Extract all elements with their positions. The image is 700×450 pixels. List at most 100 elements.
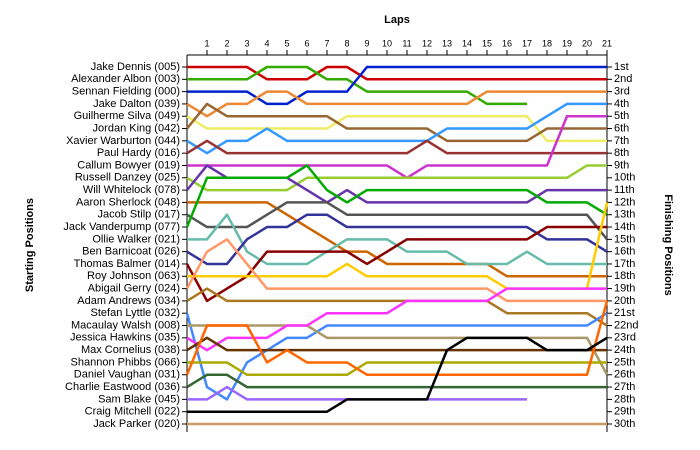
driver-label: Jacob Stilp (017) bbox=[97, 209, 180, 221]
position-line bbox=[185, 238, 607, 303]
x-tick-label: 18 bbox=[542, 38, 552, 48]
x-tick-label: 15 bbox=[482, 38, 492, 48]
driver-label: Aaron Sherlock (048) bbox=[76, 196, 180, 208]
driver-label: Thomas Balmer (014) bbox=[74, 258, 180, 270]
finishing-label: 2nd bbox=[614, 73, 632, 85]
finishing-label: 3rd bbox=[614, 86, 630, 98]
x-tick-label: 11 bbox=[402, 38, 411, 48]
x-tick-label: 12 bbox=[422, 38, 432, 48]
position-line bbox=[186, 139, 607, 155]
driver-label: Max Cornelius (038) bbox=[81, 344, 180, 356]
x-tick-label: 3 bbox=[244, 38, 249, 48]
position-line bbox=[186, 287, 607, 352]
finishing-label: 23rd bbox=[614, 332, 636, 344]
position-line bbox=[187, 324, 609, 376]
position-line bbox=[187, 201, 607, 278]
driver-label: Sam Blake (045) bbox=[98, 393, 180, 405]
finishing-label: 29th bbox=[614, 406, 635, 418]
x-tick-label: 16 bbox=[502, 38, 512, 48]
position-line bbox=[187, 336, 608, 413]
position-line bbox=[185, 300, 609, 377]
position-line bbox=[185, 164, 608, 228]
position-line bbox=[186, 287, 608, 327]
driver-label: Adam Andrews (034) bbox=[77, 295, 180, 307]
driver-label: Macaulay Walsh (008) bbox=[71, 319, 180, 331]
finishing-label: 1st bbox=[614, 61, 629, 73]
driver-label: Alexander Albon (003) bbox=[71, 73, 180, 85]
driver-label: Sennan Fielding (000) bbox=[72, 86, 180, 98]
x-tick-label: 20 bbox=[582, 38, 592, 48]
finishing-label: 19th bbox=[614, 282, 635, 294]
x-tick-label: 9 bbox=[364, 38, 369, 48]
x-tick-label: 14 bbox=[462, 38, 472, 48]
driver-label: Ollie Walker (021) bbox=[92, 233, 180, 245]
position-line bbox=[186, 201, 608, 241]
position-line bbox=[187, 114, 607, 180]
finishing-label: 18th bbox=[614, 270, 635, 282]
driver-label: Craig Mitchell (022) bbox=[85, 406, 180, 418]
driver-label: Jack Vanderpump (077) bbox=[63, 221, 180, 233]
finishing-label: 16th bbox=[614, 246, 635, 258]
finishing-label: 25th bbox=[614, 356, 635, 368]
driver-label: Daniel Vaughan (031) bbox=[74, 369, 180, 381]
driver-label: Ben Barnicoat (026) bbox=[82, 246, 180, 258]
driver-label: Shannon Phibbs (066) bbox=[71, 356, 180, 368]
finishing-label: 26th bbox=[614, 369, 635, 381]
x-tick-label: 21 bbox=[602, 38, 612, 48]
driver-label: Russell Danzey (025) bbox=[75, 172, 180, 184]
x-tick-label: 13 bbox=[442, 38, 452, 48]
position-line bbox=[186, 114, 607, 143]
driver-label: Jake Dennis (005) bbox=[91, 61, 180, 73]
y-axis-label: Starting Positions bbox=[24, 198, 36, 292]
driver-label: Jordan King (042) bbox=[93, 122, 180, 134]
position-line bbox=[186, 90, 607, 118]
finishing-label: 9th bbox=[614, 159, 629, 171]
x-tick-label: 19 bbox=[562, 38, 572, 48]
position-line bbox=[186, 102, 607, 155]
finishing-label: 28th bbox=[614, 393, 635, 405]
driver-label: Charlie Eastwood (036) bbox=[65, 381, 180, 393]
position-line bbox=[186, 164, 607, 192]
x-tick-label: 2 bbox=[224, 38, 229, 48]
driver-label: Paul Hardy (016) bbox=[97, 147, 180, 159]
driver-label: Guilherme Silva (049) bbox=[74, 110, 180, 122]
x-tick-label: 10 bbox=[382, 38, 392, 48]
position-line bbox=[185, 312, 608, 401]
finishing-label: 4th bbox=[614, 98, 629, 110]
position-line bbox=[186, 373, 607, 389]
position-line bbox=[187, 65, 527, 106]
x-tick-label: 7 bbox=[324, 38, 329, 48]
driver-label: Jack Parker (020) bbox=[93, 418, 180, 430]
finishing-label: 15th bbox=[614, 233, 635, 245]
x-tick-label: 6 bbox=[304, 38, 309, 48]
driver-label: Roy Johnson (063) bbox=[87, 270, 180, 282]
finishing-label: 11th bbox=[614, 184, 635, 196]
finishing-label: 21st bbox=[614, 307, 635, 319]
driver-label: Xavier Warburton (044) bbox=[66, 135, 180, 147]
driver-label: Will Whitelock (078) bbox=[83, 184, 180, 196]
y2-axis-label: Finishing Positions bbox=[662, 194, 674, 295]
finishing-label: 13th bbox=[614, 209, 635, 221]
x-tick-label: 5 bbox=[284, 38, 289, 48]
finishing-label: 22nd bbox=[614, 319, 638, 331]
finishing-label: 5th bbox=[614, 110, 629, 122]
finishing-label: 14th bbox=[614, 221, 635, 233]
finishing-label: 7th bbox=[614, 135, 629, 147]
x-tick-label: 4 bbox=[264, 38, 269, 48]
driver-label: Abigail Gerry (024) bbox=[88, 282, 180, 294]
position-line bbox=[186, 102, 607, 143]
position-line bbox=[185, 225, 607, 303]
position-line bbox=[187, 385, 527, 401]
x-tick-label: 1 bbox=[204, 38, 209, 48]
finishing-label: 12th bbox=[614, 196, 635, 208]
x-tick-label: 17 bbox=[522, 38, 532, 48]
finishing-label: 6th bbox=[614, 122, 629, 134]
finishing-label: 10th bbox=[614, 172, 635, 184]
x-axis-label: Laps bbox=[384, 14, 410, 26]
position-line bbox=[187, 213, 607, 266]
position-line bbox=[187, 361, 607, 377]
position-line bbox=[186, 213, 608, 266]
position-line bbox=[186, 336, 607, 352]
driver-label: Stefan Lyttle (032) bbox=[91, 307, 180, 319]
